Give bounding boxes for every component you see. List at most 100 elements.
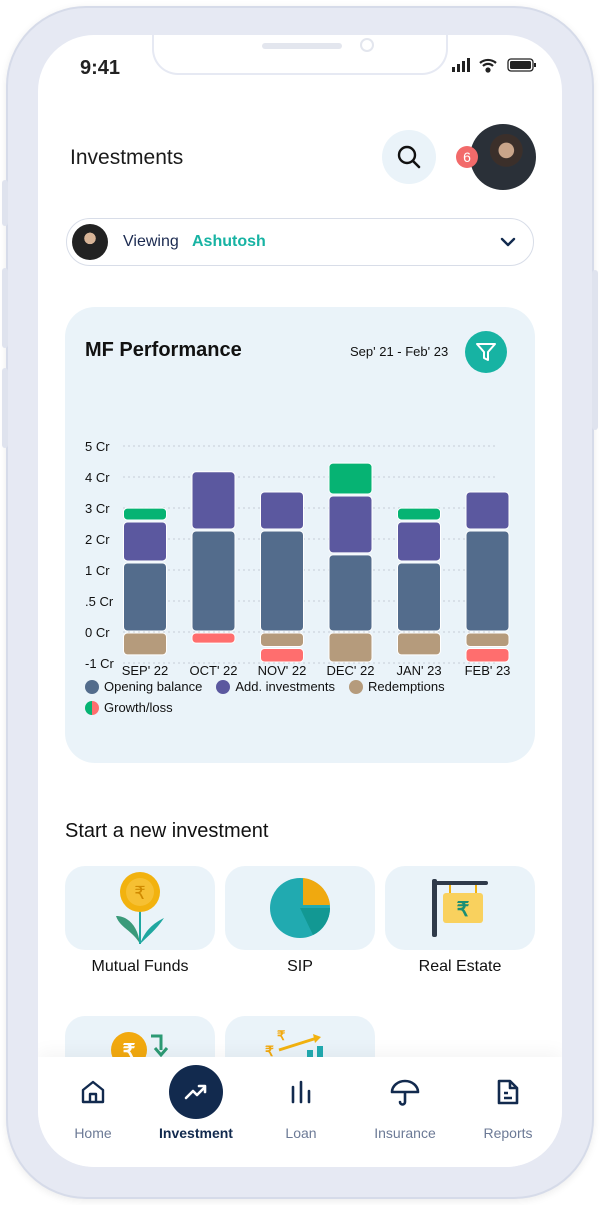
- rupee-exchange-icon: ₹: [111, 1032, 169, 1058]
- y-tick-label: 5 Cr: [85, 439, 110, 454]
- side-button: [2, 268, 8, 348]
- speaker: [262, 43, 342, 49]
- legend-swatch: [349, 679, 364, 694]
- notification-badge: 6: [456, 146, 478, 168]
- legend-growth: Growth/loss: [85, 700, 173, 715]
- notch: [152, 35, 448, 75]
- x-tick-label: FEB' 23: [465, 663, 511, 677]
- nav-label: Loan: [285, 1125, 317, 1141]
- nav-loan[interactable]: Loan: [249, 1057, 353, 1141]
- legend-label: Opening balance: [104, 679, 203, 694]
- y-tick-label: 1 Cr: [85, 563, 110, 578]
- y-tick-label: 4 Cr: [85, 470, 110, 485]
- nav-label: Investment: [159, 1125, 233, 1141]
- tile-sip[interactable]: SIP: [225, 866, 375, 976]
- bar-chart-icon: [291, 1080, 311, 1104]
- svg-text:₹: ₹: [457, 899, 470, 921]
- mf-performance-card: MF Performance Sep' 21 - Feb' 23 5 Cr 4 C…: [65, 307, 535, 763]
- bar-opening-balance: [123, 562, 167, 632]
- tile-label: Mutual Funds: [91, 958, 189, 975]
- screen: 9:41 Investments 6 Viewing Ashutosh MF P…: [38, 35, 562, 1167]
- nav-insurance[interactable]: Insurance: [353, 1057, 457, 1141]
- bar-opening-balance: [465, 530, 510, 632]
- wifi-icon: [479, 58, 497, 73]
- viewing-name: Ashutosh: [192, 233, 266, 250]
- status-time: 9:41: [80, 57, 121, 79]
- bar-redemptions: [465, 632, 510, 647]
- bar-growth: [328, 462, 373, 495]
- search-icon: [397, 145, 421, 169]
- side-button: [592, 270, 598, 430]
- legend-label: Growth/loss: [104, 700, 173, 715]
- bar-loss: [465, 648, 510, 663]
- legend-opening: Opening balance: [85, 679, 202, 694]
- filter-icon: [476, 343, 496, 361]
- bar-add-investments: [191, 471, 236, 530]
- signal-icon: [452, 58, 470, 72]
- nav-investment[interactable]: Investment: [144, 1057, 248, 1141]
- x-tick-label: OCT' 22: [190, 663, 238, 677]
- filter-button[interactable]: [465, 331, 507, 373]
- nav-label: Insurance: [374, 1125, 436, 1141]
- section-title: Start a new investment: [65, 820, 269, 842]
- tile-mutual-funds[interactable]: ₹ Mutual Funds: [65, 866, 215, 976]
- battery-icon: [507, 58, 536, 72]
- pie-chart-icon: [270, 878, 330, 938]
- date-range: Sep' 21 - Feb' 23: [350, 344, 449, 359]
- tile-label: Real Estate: [418, 958, 502, 975]
- x-tick-label: NOV' 22: [258, 663, 307, 677]
- bar-redemptions: [260, 632, 304, 647]
- legend-label: Add. investments: [235, 679, 336, 694]
- bar-opening-balance: [397, 562, 441, 632]
- legend-label: Redemptions: [368, 679, 445, 694]
- profile-avatar[interactable]: [470, 124, 536, 190]
- legend-swatch: [216, 679, 231, 694]
- legend-swatch: [85, 700, 99, 715]
- document-icon: [497, 1079, 519, 1105]
- bar-growth: [397, 507, 441, 521]
- svg-text:₹: ₹: [134, 883, 145, 903]
- nav-label: Reports: [483, 1125, 533, 1141]
- viewing-selector[interactable]: Viewing Ashutosh: [66, 218, 534, 266]
- y-tick-label: 3 Cr: [85, 501, 110, 516]
- side-button: [2, 368, 8, 448]
- bar-loss: [191, 632, 236, 644]
- trending-up-icon: [184, 1084, 207, 1100]
- x-tick-label: JAN' 23: [396, 663, 441, 677]
- umbrella-icon: [390, 1079, 420, 1106]
- svg-text:₹: ₹: [277, 1028, 286, 1043]
- bar-opening-balance: [260, 530, 304, 632]
- bar-redemptions: [123, 632, 167, 656]
- rupee-growth-icon: ₹₹: [265, 1028, 323, 1058]
- y-tick-label: .5 Cr: [85, 594, 114, 609]
- bar-growth: [123, 507, 167, 521]
- bar-redemptions: [397, 632, 441, 656]
- bottom-nav: Home Investment Loan Insurance Reports: [38, 1057, 562, 1167]
- x-tick-label: DEC' 22: [326, 663, 374, 677]
- bar-add-investments: [328, 495, 373, 554]
- x-tick-label: SEP' 22: [122, 663, 169, 677]
- y-tick-label: -1 Cr: [85, 656, 115, 671]
- bar-add-investments: [397, 521, 441, 562]
- chart-legend: Opening balance Add. investments Redempt…: [85, 679, 525, 715]
- tile-real-estate[interactable]: ₹ Real Estate: [385, 866, 535, 976]
- bar-add-investments: [123, 521, 167, 562]
- side-button: [2, 180, 8, 226]
- viewing-label: Viewing: [123, 233, 179, 250]
- search-button[interactable]: [382, 130, 436, 184]
- home-icon: [81, 1080, 105, 1104]
- svg-text:₹: ₹: [265, 1043, 274, 1058]
- chevron-down-icon: [500, 237, 516, 247]
- nav-reports[interactable]: Reports: [456, 1057, 560, 1141]
- nav-home[interactable]: Home: [41, 1057, 145, 1141]
- nav-label: Home: [74, 1125, 112, 1141]
- page-title: Investments: [70, 146, 184, 169]
- bar-add-investments: [465, 491, 510, 530]
- bar-loss: [260, 648, 304, 663]
- bar-add-investments: [260, 491, 304, 530]
- y-tick-label: 2 Cr: [85, 532, 110, 547]
- svg-text:₹: ₹: [123, 1041, 136, 1058]
- legend-swatch: [85, 679, 99, 694]
- legend-redemptions: Redemptions: [349, 679, 445, 694]
- legend-additions: Add. investments: [216, 679, 335, 694]
